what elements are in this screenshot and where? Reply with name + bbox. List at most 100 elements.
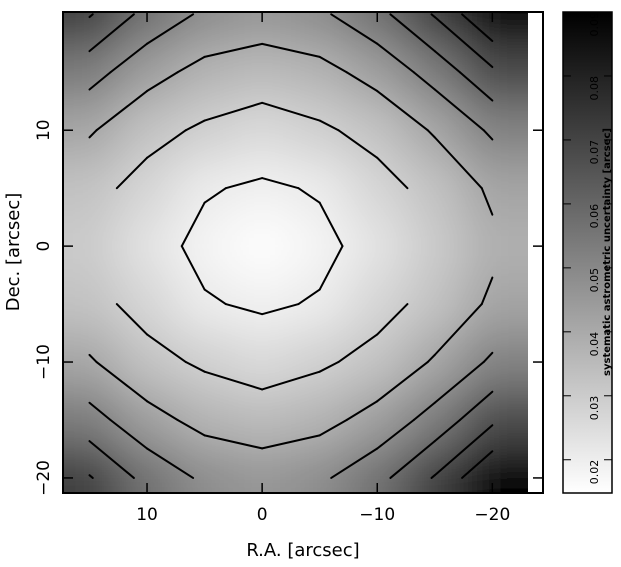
contour-line [337, 129, 379, 159]
heatmap-cell [233, 217, 292, 276]
heatmap-cell [118, 217, 177, 276]
contour-line [184, 361, 206, 373]
heatmap-cell [118, 333, 177, 392]
contour-line [88, 401, 112, 421]
contour-line [203, 288, 227, 306]
contour-line [433, 136, 483, 190]
heatmap-cell [290, 333, 349, 392]
colorbar-tick-label: 0.05 [588, 268, 601, 293]
colorbar-tick-label: 0.09 [588, 12, 601, 37]
y-tick-label: −10 [34, 344, 54, 380]
contour-line [261, 370, 321, 391]
heatmap-cell [406, 101, 465, 160]
contour-line [88, 440, 135, 479]
contour-line [461, 450, 494, 479]
contour-line [389, 440, 436, 479]
contour-line [318, 361, 340, 373]
contour-line [146, 333, 187, 364]
contour-line [480, 276, 494, 306]
x-tick-label: −10 [359, 505, 395, 525]
x-tick-label: −20 [474, 505, 510, 525]
contour-line [433, 88, 485, 132]
contour-line [146, 13, 195, 45]
heatmap [63, 12, 529, 493]
contour-line [318, 201, 344, 248]
contour-line [433, 50, 461, 74]
heatmap-cell [290, 448, 349, 493]
colorbar-tick-label: 0.04 [588, 332, 601, 357]
heatmap-cell [406, 275, 465, 334]
contour-line [337, 333, 379, 364]
heatmap-cell [348, 275, 407, 334]
contours [88, 13, 494, 479]
heatmap-cell [348, 217, 407, 276]
contour-line [180, 201, 206, 248]
heatmap-cells [63, 12, 529, 493]
contour-line [376, 303, 409, 336]
heatmap-cell [463, 43, 529, 102]
y-axis-label: Dec. [arcsec] [3, 193, 24, 312]
heatmap-cell [63, 391, 119, 450]
heatmap-cell [233, 391, 292, 450]
heatmap-cell [463, 12, 529, 44]
heatmap-cell [406, 12, 465, 44]
contour-line [458, 390, 494, 421]
contour-line [426, 353, 436, 364]
contour-line [376, 361, 429, 403]
contour-line [412, 71, 436, 91]
contour-line [458, 71, 494, 102]
contour-line [261, 177, 300, 190]
contour-line [109, 42, 149, 74]
y-tick-label: 10 [34, 119, 54, 141]
colorbar-tick-label: 0.02 [588, 460, 601, 485]
x-tick-label: 10 [136, 505, 158, 525]
heatmap-cell [63, 12, 119, 44]
y-tick-label: −20 [34, 460, 54, 496]
contour-line [224, 303, 264, 316]
heatmap-cell [175, 12, 234, 44]
heatmap-cell [406, 217, 465, 276]
contour-line [203, 434, 264, 450]
contour-line [184, 119, 206, 132]
contour-line [297, 187, 321, 204]
y-tick-label: 0 [34, 241, 54, 252]
heatmap-cell [290, 217, 349, 276]
contour-line [88, 474, 94, 479]
x-tick-label: 0 [257, 505, 268, 525]
contour-line [345, 71, 379, 93]
heatmap-cell [175, 275, 234, 334]
contour-line [203, 370, 264, 391]
heatmap-cell [175, 448, 234, 493]
contour-line [412, 401, 436, 421]
contour-line [203, 187, 227, 204]
heatmap-cell [348, 333, 407, 392]
contour-line [176, 418, 206, 437]
heatmap-cell [118, 101, 177, 160]
heatmap-cell [406, 333, 465, 392]
contour-line [109, 418, 149, 450]
heatmap-cell [406, 43, 465, 102]
heatmap-cell [175, 217, 234, 276]
contour-line [261, 42, 321, 58]
heatmap-cell [118, 275, 177, 334]
contour-line [461, 13, 494, 42]
heatmap-cell [118, 391, 177, 450]
contour-line [95, 361, 149, 403]
contour-line [426, 129, 436, 139]
contour-line [318, 245, 344, 291]
contour-line [482, 129, 494, 141]
contour-line [345, 400, 379, 421]
contour-line [95, 90, 149, 132]
contour-line [433, 361, 485, 404]
contour-line [433, 303, 483, 356]
heatmap-cell [463, 275, 529, 334]
contour-line [482, 351, 494, 364]
contour-line [203, 42, 264, 58]
heatmap-cell [290, 275, 349, 334]
x-axis-label: R.A. [arcsec] [246, 540, 359, 561]
contour-line [146, 129, 187, 159]
heatmap-cell [233, 43, 292, 102]
heatmap-cell [348, 43, 407, 102]
heatmap-cell [406, 159, 465, 218]
